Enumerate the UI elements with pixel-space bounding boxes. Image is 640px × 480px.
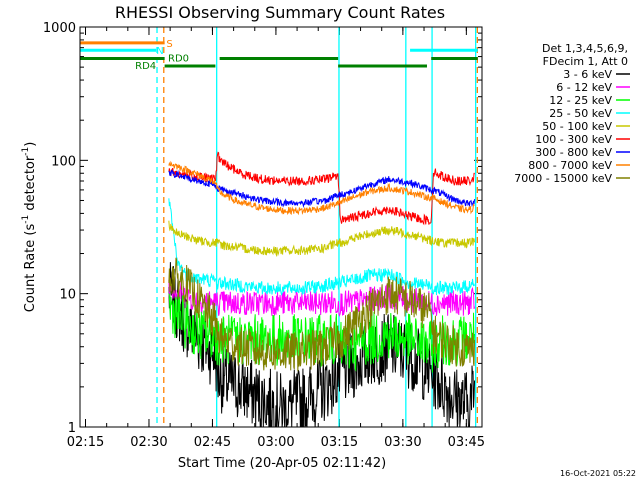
series-line [168, 151, 476, 226]
legend-header-1: Det 1,3,4,5,6,9, [542, 42, 628, 55]
legend-entry: 6 - 12 keV [556, 81, 612, 94]
y-tick-label: 10 [59, 288, 76, 303]
flag-label: N [156, 46, 163, 57]
timestamp: 16-Oct-2021 05:22 [560, 469, 636, 478]
series-line [168, 160, 475, 216]
series-line [168, 169, 476, 209]
flag-label: S [166, 39, 172, 50]
y-tick-label: 1000 [43, 21, 76, 36]
flag-label: RD4 [135, 61, 156, 72]
x-tick-label: 03:00 [257, 435, 294, 450]
x-tick-label: 03:15 [321, 435, 358, 450]
y-tick-label: 100 [51, 154, 76, 169]
legend-entry: 3 - 6 keV [563, 68, 612, 81]
legend-header-2: FDecim 1, Att 0 [543, 55, 628, 68]
flag-label: RD0 [168, 54, 189, 65]
x-tick-label: 02:45 [194, 435, 231, 450]
legend-entry: 300 - 800 keV [535, 146, 612, 159]
series-line [168, 262, 476, 428]
legend-entry: 12 - 25 keV [549, 94, 612, 107]
x-axis-label: Start Time (20-Apr-05 02:11:42) [178, 456, 386, 471]
x-tick-label: 02:30 [130, 435, 167, 450]
legend-entry: 7000 - 15000 keV [514, 172, 612, 185]
series-line [168, 257, 476, 372]
series-line [168, 198, 476, 296]
y-tick-label: 1 [68, 421, 76, 436]
x-tick-label: 02:15 [67, 435, 104, 450]
legend-entry: 25 - 50 keV [549, 107, 612, 120]
x-tick-label: 03:45 [448, 435, 485, 450]
x-tick-label: 03:30 [384, 435, 421, 450]
plot-area: 1 10 100 1000 02:15 02:30 02:45 03:00 03:15 03:30… [43, 21, 485, 450]
legend: Det 1,3,4,5,6,9, FDecim 1, Att 0 3 - 6 k… [514, 42, 630, 185]
legend-entry: 50 - 100 keV [542, 120, 612, 133]
chart-title: RHESSI Observing Summary Count Rates [115, 3, 445, 22]
legend-entry: 100 - 300 keV [535, 133, 612, 146]
plot-frame [79, 26, 483, 428]
series-line [168, 220, 476, 258]
y-axis-label: Count Rate (s-1 detector-1) [21, 142, 38, 313]
legend-entry: 800 - 7000 keV [528, 159, 612, 172]
